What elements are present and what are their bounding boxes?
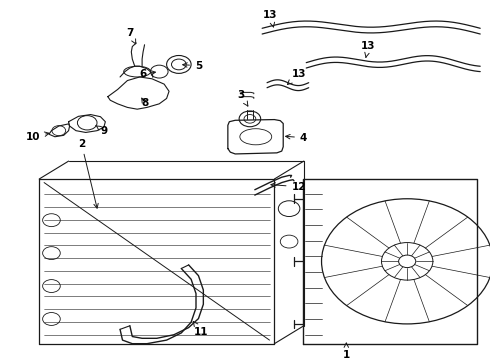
Circle shape xyxy=(399,255,416,267)
Text: 11: 11 xyxy=(193,321,208,337)
Text: 9: 9 xyxy=(96,125,108,136)
Text: 4: 4 xyxy=(286,133,307,143)
Text: 13: 13 xyxy=(288,69,306,85)
Text: 8: 8 xyxy=(141,98,148,108)
Text: 1: 1 xyxy=(343,343,350,360)
Text: 5: 5 xyxy=(183,61,202,71)
Text: 13: 13 xyxy=(361,41,376,57)
Text: 12: 12 xyxy=(271,182,306,192)
Text: 3: 3 xyxy=(238,90,248,106)
Text: 10: 10 xyxy=(25,132,49,141)
Text: 13: 13 xyxy=(263,10,278,27)
Text: 2: 2 xyxy=(78,139,98,208)
Text: 7: 7 xyxy=(126,28,136,44)
Text: 6: 6 xyxy=(140,69,155,79)
